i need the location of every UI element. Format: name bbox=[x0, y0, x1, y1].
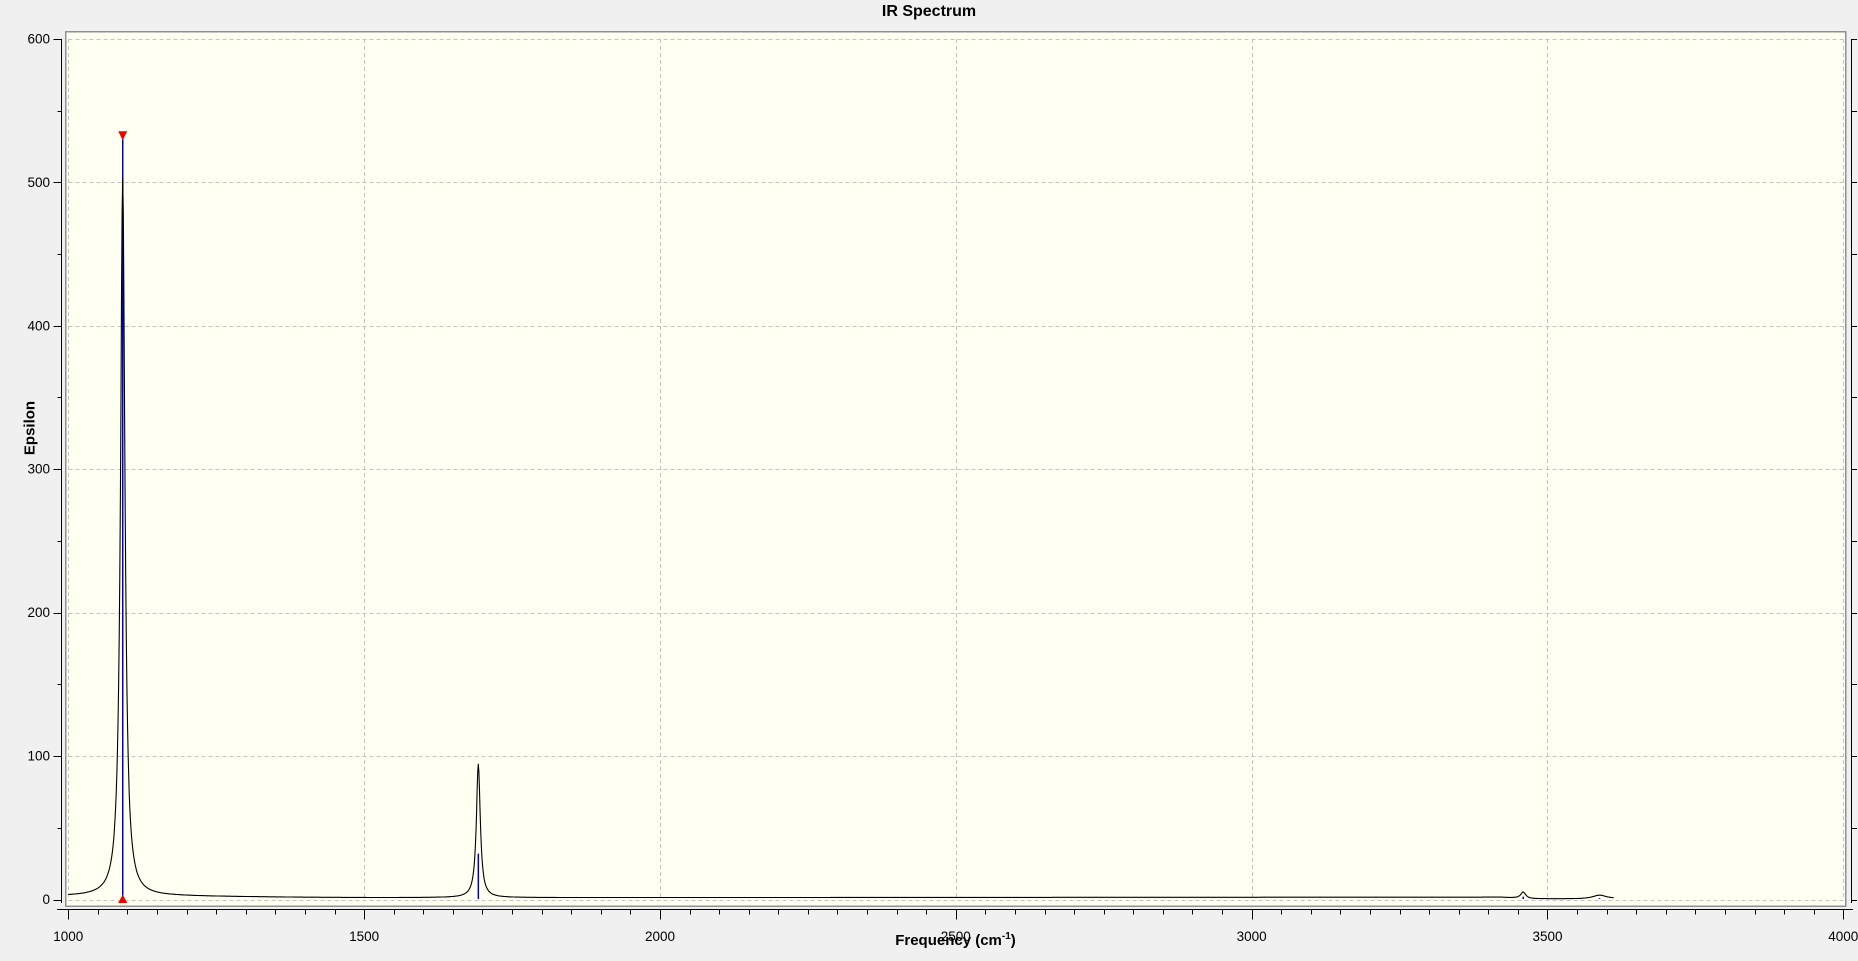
y-axis-title: Epsilon bbox=[21, 400, 39, 456]
x-axis-title-close: ) bbox=[1010, 932, 1016, 949]
peak-marker-bottom[interactable] bbox=[118, 894, 128, 904]
y-tick-label: 300 bbox=[27, 462, 50, 477]
x-tick-label: 4000 bbox=[1828, 929, 1858, 944]
x-tick-label: 1500 bbox=[349, 929, 379, 944]
y-tick-label: 100 bbox=[27, 749, 50, 764]
x-tick-label: 2000 bbox=[645, 929, 675, 944]
x-tick-label: 2500 bbox=[941, 929, 971, 944]
gridlines bbox=[68, 38, 1844, 901]
x-axis-title-superscript: -1 bbox=[1001, 931, 1011, 942]
intensity-sticks bbox=[121, 139, 1601, 899]
x-axis-title: Frequency (cm-1) bbox=[65, 931, 1846, 949]
x-axis-title-text: Frequency (cm bbox=[895, 932, 1002, 949]
plot-background bbox=[64, 30, 1847, 907]
x-tick-label: 3000 bbox=[1237, 929, 1267, 944]
tick-labels: 0 100 200 300 400 500 600 1000 1500 2000 2500 3000 3… bbox=[27, 31, 1858, 944]
axes bbox=[53, 38, 1857, 920]
chart-title: IR Spectrum bbox=[881, 3, 977, 20]
x-tick-label: 1000 bbox=[53, 929, 83, 944]
x-tick-label: 3500 bbox=[1532, 929, 1562, 944]
y-tick-label: 500 bbox=[27, 175, 50, 190]
y-tick-label: 400 bbox=[27, 318, 50, 333]
spectrum-curve[interactable] bbox=[68, 178, 1614, 900]
y-tick-label: 0 bbox=[42, 892, 50, 907]
y-tick-label: 200 bbox=[27, 605, 50, 620]
y-tick-label: 600 bbox=[27, 31, 50, 46]
peak-marker-top[interactable] bbox=[118, 131, 128, 141]
